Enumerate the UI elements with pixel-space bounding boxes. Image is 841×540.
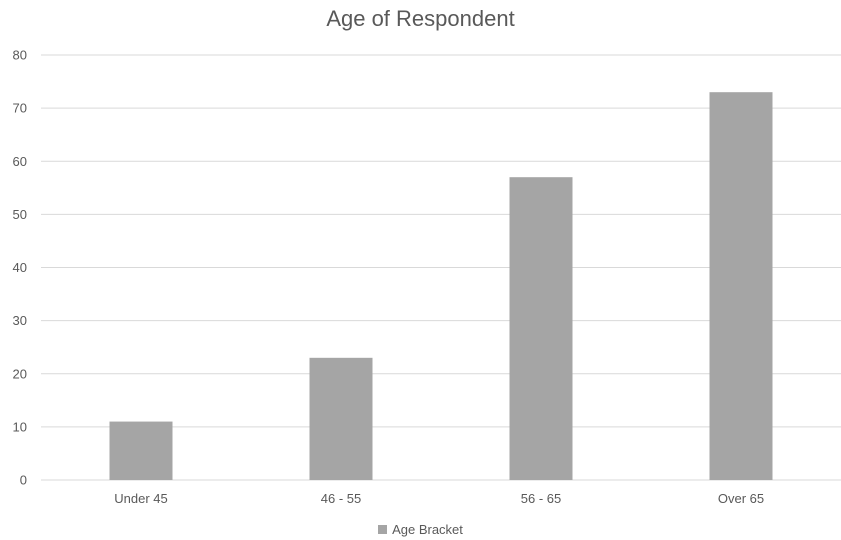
y-tick-label: 60 <box>13 154 27 169</box>
y-tick-label: 70 <box>13 101 27 116</box>
gridlines <box>41 54 841 481</box>
x-tick-label: 46 - 55 <box>321 491 361 506</box>
y-tick-label: 80 <box>13 48 27 63</box>
bar <box>509 177 573 480</box>
bar <box>309 357 373 480</box>
x-tick-label: 56 - 65 <box>521 491 561 506</box>
x-tick-label: Under 45 <box>114 491 167 506</box>
legend: Age Bracket <box>0 522 841 538</box>
bar <box>709 92 773 480</box>
y-tick-label: 10 <box>13 419 27 434</box>
x-axis-ticks: Under 45 46 - 55 56 - 65 Over 65 <box>114 491 764 506</box>
y-axis-ticks: 0 10 20 30 40 50 60 70 80 <box>13 48 27 488</box>
legend-swatch <box>378 525 388 534</box>
bar <box>109 421 173 480</box>
y-tick-label: 30 <box>13 313 27 328</box>
y-tick-label: 20 <box>13 366 27 381</box>
chart-title: Age of Respondent <box>326 6 515 31</box>
bars <box>109 92 773 480</box>
legend-label: Age Bracket <box>392 522 463 537</box>
y-tick-label: 50 <box>13 207 27 222</box>
x-tick-label: Over 65 <box>718 491 764 506</box>
y-tick-label: 0 <box>20 473 27 488</box>
y-tick-label: 40 <box>13 260 27 275</box>
